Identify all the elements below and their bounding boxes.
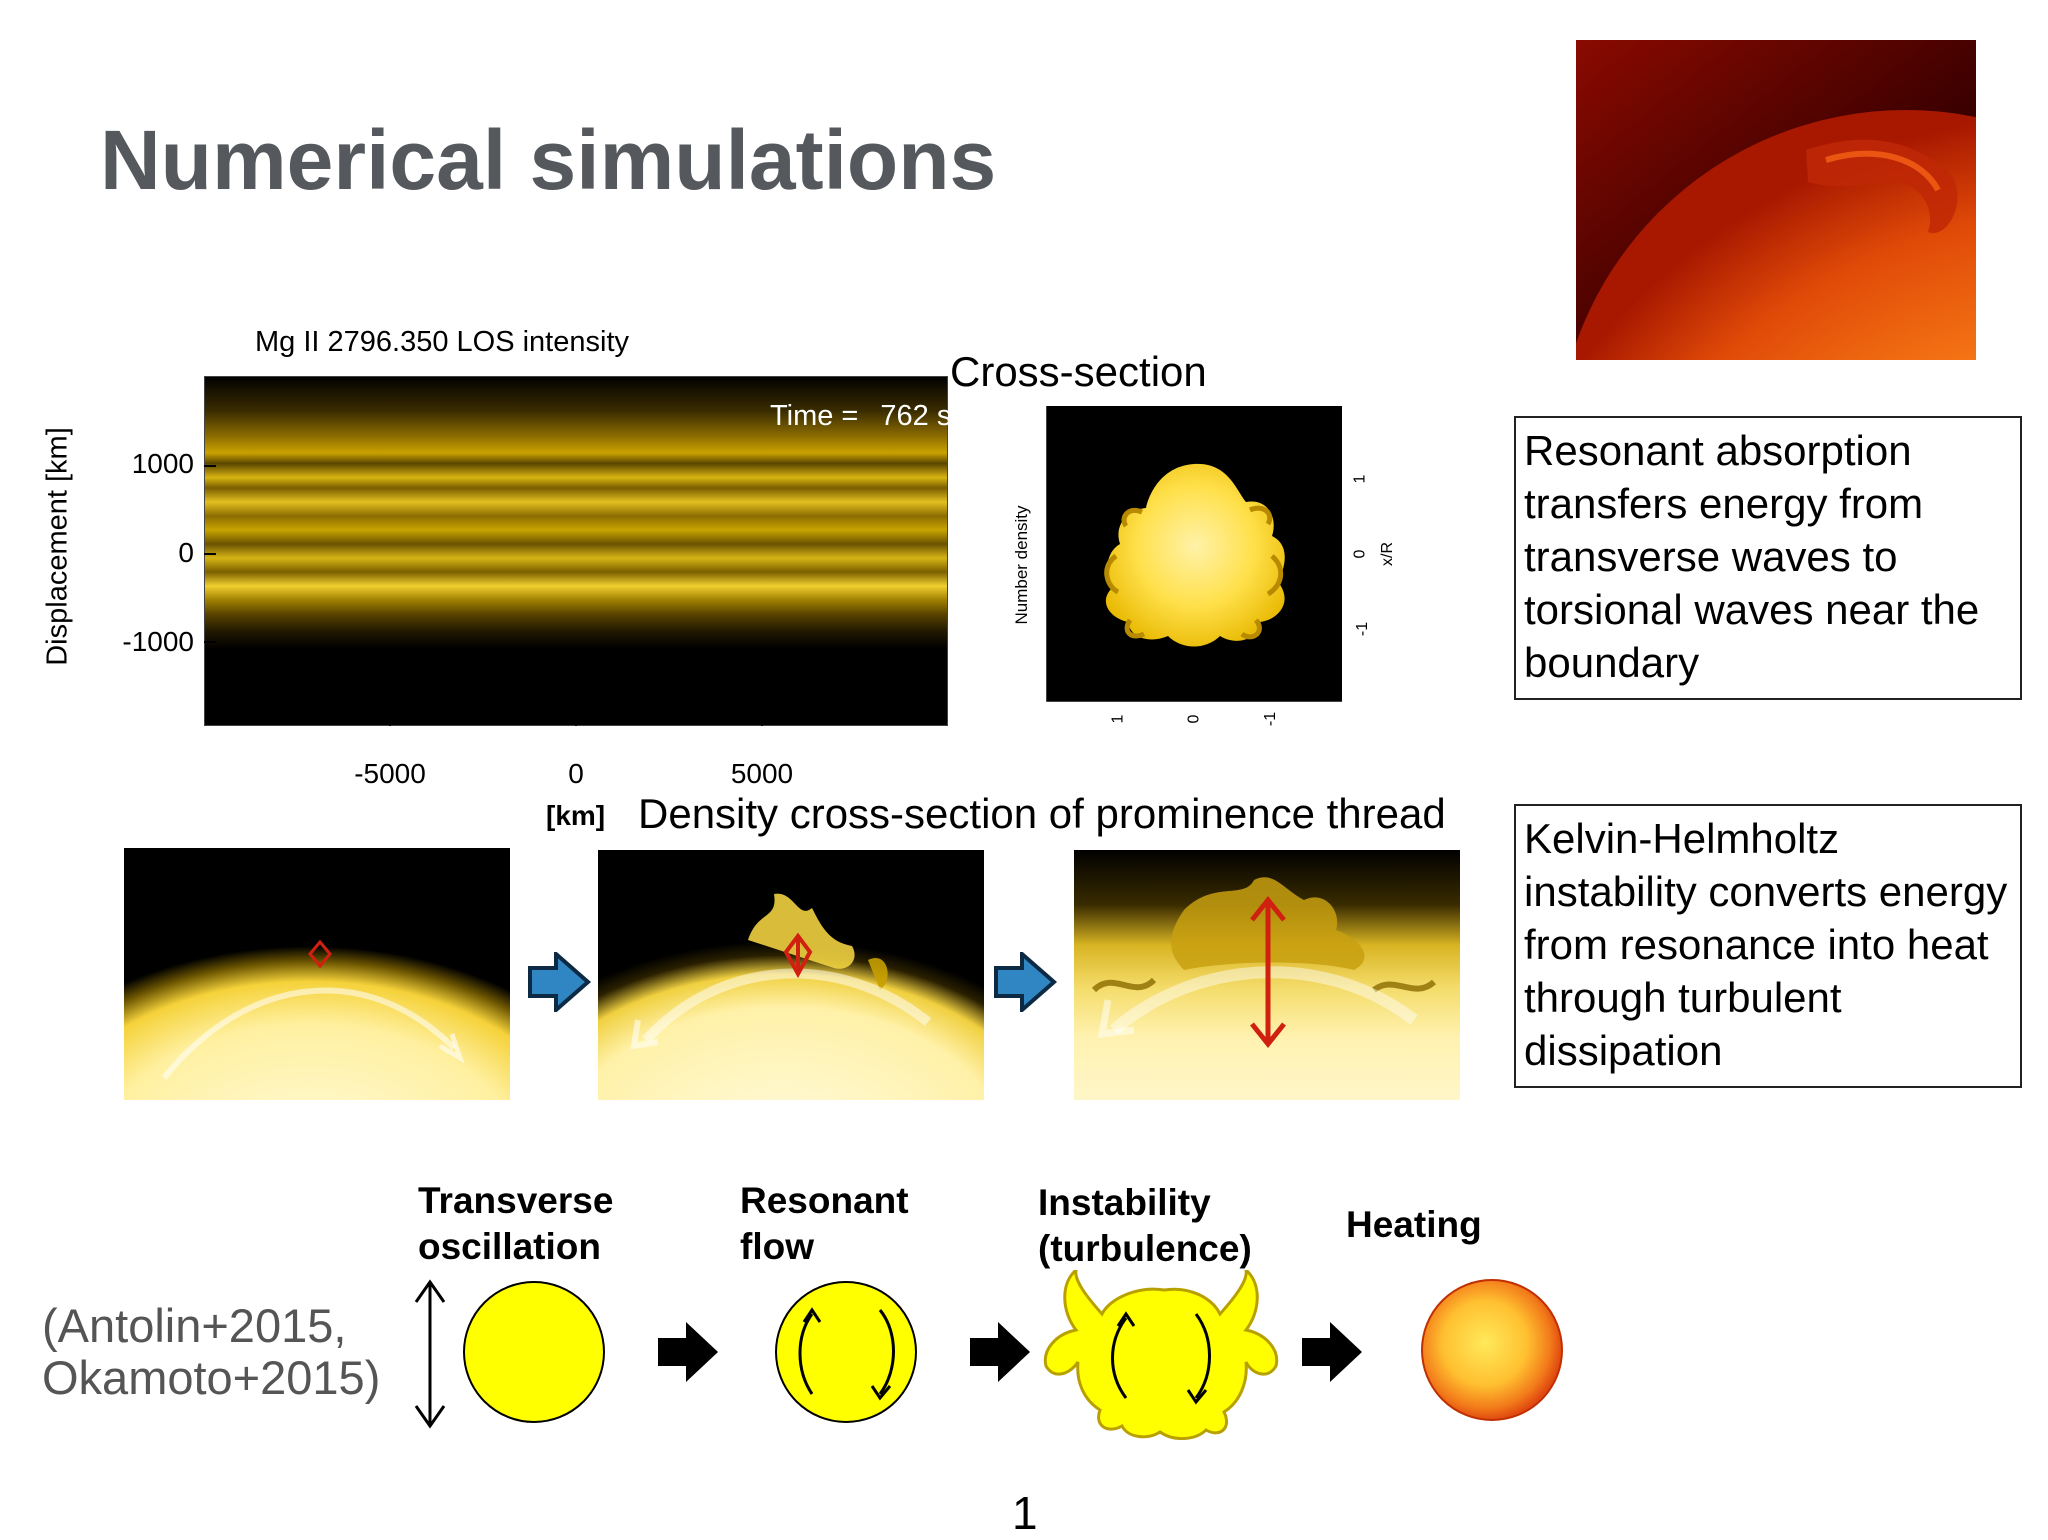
process-arrow-3 [1302,1322,1362,1382]
process-label-line: flow [740,1226,814,1267]
cross-time-value: 760 s [1051,437,1068,477]
process-label-instability: Instability (turbulence) [1038,1180,1252,1272]
cross-section-side-label: Number density [1012,505,1031,625]
los-ytick: 0 [178,537,194,568]
process-label-heating: Heating [1346,1202,1482,1248]
process-label-line: Transverse [418,1180,614,1221]
los-ylabel: Displacement [km] [41,427,74,666]
los-xtick: -5000 [354,758,426,789]
transverse-circle [463,1281,605,1423]
density-panel-2 [598,850,984,1100]
solar-prominence-image [1576,40,1976,360]
cross-section-image [1046,406,1342,702]
kelvin-helmholtz-box: Kelvin-Helmholtz instability converts en… [1514,804,2022,1088]
density-panel-1 [124,848,510,1100]
los-time-label: Time = 762 s [770,400,951,433]
cross-bottom-tick: 1 [1109,714,1127,724]
process-label-transverse: Transverse oscillation [418,1178,613,1270]
cross-right-tick: 1 [1351,474,1369,484]
density-caption: Density cross-section of prominence thre… [638,790,1446,837]
process-arrow-1 [658,1322,718,1382]
los-xtick: 0 [568,758,584,789]
process-label-line: (turbulence) [1038,1228,1252,1269]
citation-line: Okamoto+2015) [42,1351,381,1404]
los-ytick: 1000 [131,448,194,479]
citation: (Antolin+2015, Okamoto+2015) [42,1300,380,1404]
resonant-absorption-box: Resonant absorption transfers energy fro… [1514,416,2022,700]
blue-arrow-2 [994,952,1058,1012]
los-xtick: 5000 [730,758,794,789]
process-label-line: Resonant [740,1180,909,1221]
cross-section-time: Time = 760 s [1051,427,1069,547]
cross-section-title: Cross-section [950,348,1207,395]
cross-right-tick: -1 [1354,621,1372,637]
cross-axis-label: x/R [1379,542,1396,566]
los-ytick: -1000 [122,626,194,657]
cross-time-text: Time = [1051,487,1068,537]
los-xlabel: [km] [546,800,606,831]
los-time-value: 762 s [880,400,952,432]
instability-blob [1043,1270,1279,1440]
los-time-text: Time = [770,400,859,432]
citation-line: (Antolin+2015, [42,1299,347,1352]
transverse-double-arrow [414,1279,446,1429]
slide-title: Numerical simulations [100,113,997,207]
process-arrow-2 [970,1322,1030,1382]
density-panel-3 [1074,850,1460,1100]
resonant-circle [775,1281,917,1423]
process-label-resonant: Resonant flow [740,1178,909,1270]
cross-bottom-tick: 0 [1185,714,1203,724]
blue-arrow-1 [528,952,592,1012]
process-label-line: Heating [1346,1204,1482,1245]
process-diagram [414,1270,1563,1440]
flow-arrow-right [878,1309,895,1395]
los-plot-title: Mg II 2796.350 LOS intensity [255,326,629,358]
process-label-line: oscillation [418,1226,601,1267]
heating-circle [1421,1279,1563,1421]
page-number: 1 [1012,1487,1038,1539]
cross-bottom-tick: -1 [1262,711,1280,727]
cross-right-tick: 0 [1351,549,1369,559]
los-intensity-plot [204,376,948,726]
flow-arrow-left [798,1313,814,1395]
process-label-line: Instability [1038,1182,1211,1223]
